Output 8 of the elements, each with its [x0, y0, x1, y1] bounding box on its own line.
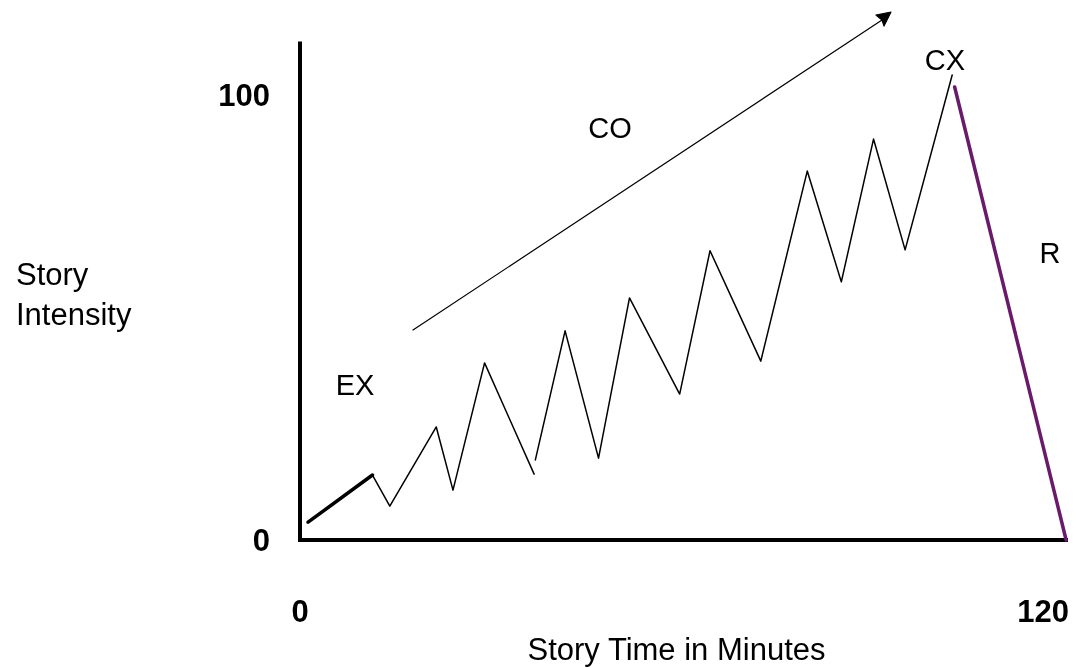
- x-axis-title: Story Time in Minutes: [527, 632, 826, 667]
- y-tick-label: 100: [218, 78, 270, 113]
- annotation: CX: [924, 44, 966, 76]
- y-axis-title: Story Intensity: [16, 257, 132, 332]
- annotation: R: [1039, 237, 1061, 269]
- annotation: CO: [588, 112, 632, 144]
- x-tick-label: 120: [1017, 594, 1070, 629]
- annotation: EX: [335, 369, 375, 401]
